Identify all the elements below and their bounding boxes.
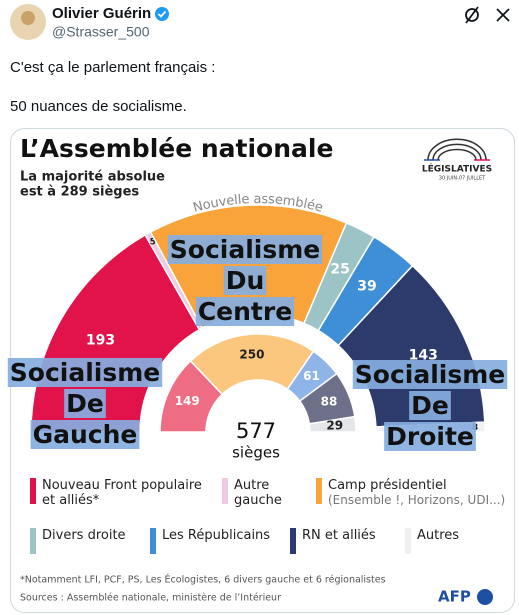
logo-arcs (424, 138, 490, 161)
agency-logo: AFP (438, 588, 471, 606)
highlight (167, 235, 323, 264)
legend-text: Nouveau Front populaire et alliés* (42, 478, 210, 508)
logo-text: LÉGISLATIVES (422, 163, 492, 175)
highlight (7, 358, 163, 387)
chart-title: L’Assemblée nationale (20, 134, 333, 163)
source: Sources : Assemblée nationale, ministère… (20, 593, 281, 604)
value-label: 193 (86, 333, 115, 349)
legend-swatch (30, 528, 36, 554)
legend-swatch (30, 478, 36, 504)
verified-badge (155, 7, 169, 21)
agency-logo-dot (477, 589, 493, 605)
legend-label: Divers droite (42, 528, 126, 543)
legend-label: Autre gauche (234, 478, 282, 508)
legend-text: Autre gauche (234, 478, 307, 508)
value-label: 29 (326, 418, 343, 432)
grok-icon[interactable] (465, 6, 479, 24)
highlight (223, 266, 267, 295)
value-label: 149 (175, 394, 200, 408)
chart-subtitle: La majorité absolue (20, 170, 165, 185)
legend-text: Divers droite (42, 528, 126, 543)
legend-item: Les Républicains (150, 528, 285, 554)
overlay-text: De (66, 389, 104, 418)
value-label: 143 (409, 348, 438, 364)
verified-check (157, 10, 167, 18)
highlight (409, 391, 451, 420)
legend-item: Autres (405, 528, 495, 554)
avatar-face (21, 11, 35, 25)
overlay-text: Socialisme (355, 360, 505, 389)
legend-item: Nouveau Front populaire et alliés* (30, 478, 210, 508)
center-value: 577 (236, 419, 276, 443)
overlay-text: Centre (198, 297, 292, 326)
legend-label: Autres (417, 528, 460, 543)
value-label: 25 (330, 262, 349, 278)
legend-swatch (405, 528, 411, 554)
highlight (352, 360, 508, 389)
value-label: 88 (321, 395, 338, 409)
legend-label: RN et alliés (302, 528, 376, 543)
overlay-text: Gauche (33, 420, 138, 449)
highlight (384, 422, 476, 451)
value-label: 5 (150, 238, 156, 248)
legend-swatch (290, 528, 296, 554)
legend-text: Les Républicains (162, 528, 270, 543)
highlight (64, 389, 106, 418)
overlay-text: Droite (386, 422, 474, 451)
legend-item: RN et alliés (290, 528, 400, 554)
value-label: 39 (357, 278, 376, 294)
overlay-text: De (411, 391, 449, 420)
highlight (30, 420, 140, 449)
legend-item: Divers droite (30, 528, 145, 554)
value-label: 250 (239, 348, 264, 362)
legend-note: (Ensemble !, Horizons, UDI...) (328, 493, 506, 507)
legend-swatch (150, 528, 156, 554)
author-name[interactable]: Olivier Guérin (52, 5, 151, 22)
center-label: sièges (232, 444, 280, 462)
legend-text: Camp présidentiel (Ensemble !, Horizons, … (328, 478, 505, 508)
logo-subtext: 30 JUIN-07 JUILLET (439, 176, 486, 182)
legend-swatch (222, 478, 228, 504)
value-label: 61 (303, 369, 320, 383)
tweet-text: C'est ça le parlement français : (10, 59, 215, 76)
chart-subtitle: est à 289 sièges (20, 185, 139, 200)
tweet-text: 50 nuances de socialisme. (10, 98, 187, 115)
legend-label: Les Républicains (162, 528, 271, 543)
author-handle[interactable]: @Strasser_500 (52, 24, 150, 40)
legend-item: Autre gauche (222, 478, 307, 508)
overlay-text: Du (226, 266, 265, 295)
highlight (195, 297, 295, 326)
overlay-text: Socialisme (170, 235, 320, 264)
legend-text: RN et alliés (302, 528, 376, 543)
legend-text: Autres (417, 528, 459, 543)
overlay-text: Socialisme (10, 358, 160, 387)
legend-item: Camp présidentiel (Ensemble !, Horizons, … (316, 478, 506, 508)
hemicycle-segment (308, 415, 357, 433)
hemicycle-segment (189, 333, 315, 396)
legend-label: Nouveau Front populaire et alliés* (42, 478, 202, 508)
legend-label: Camp présidentiel (328, 478, 447, 493)
footnote: *Notamment LFI, PCF, PS, Les Écologistes… (20, 574, 386, 586)
more-icon[interactable] (496, 8, 510, 22)
legend-swatch (316, 478, 322, 504)
